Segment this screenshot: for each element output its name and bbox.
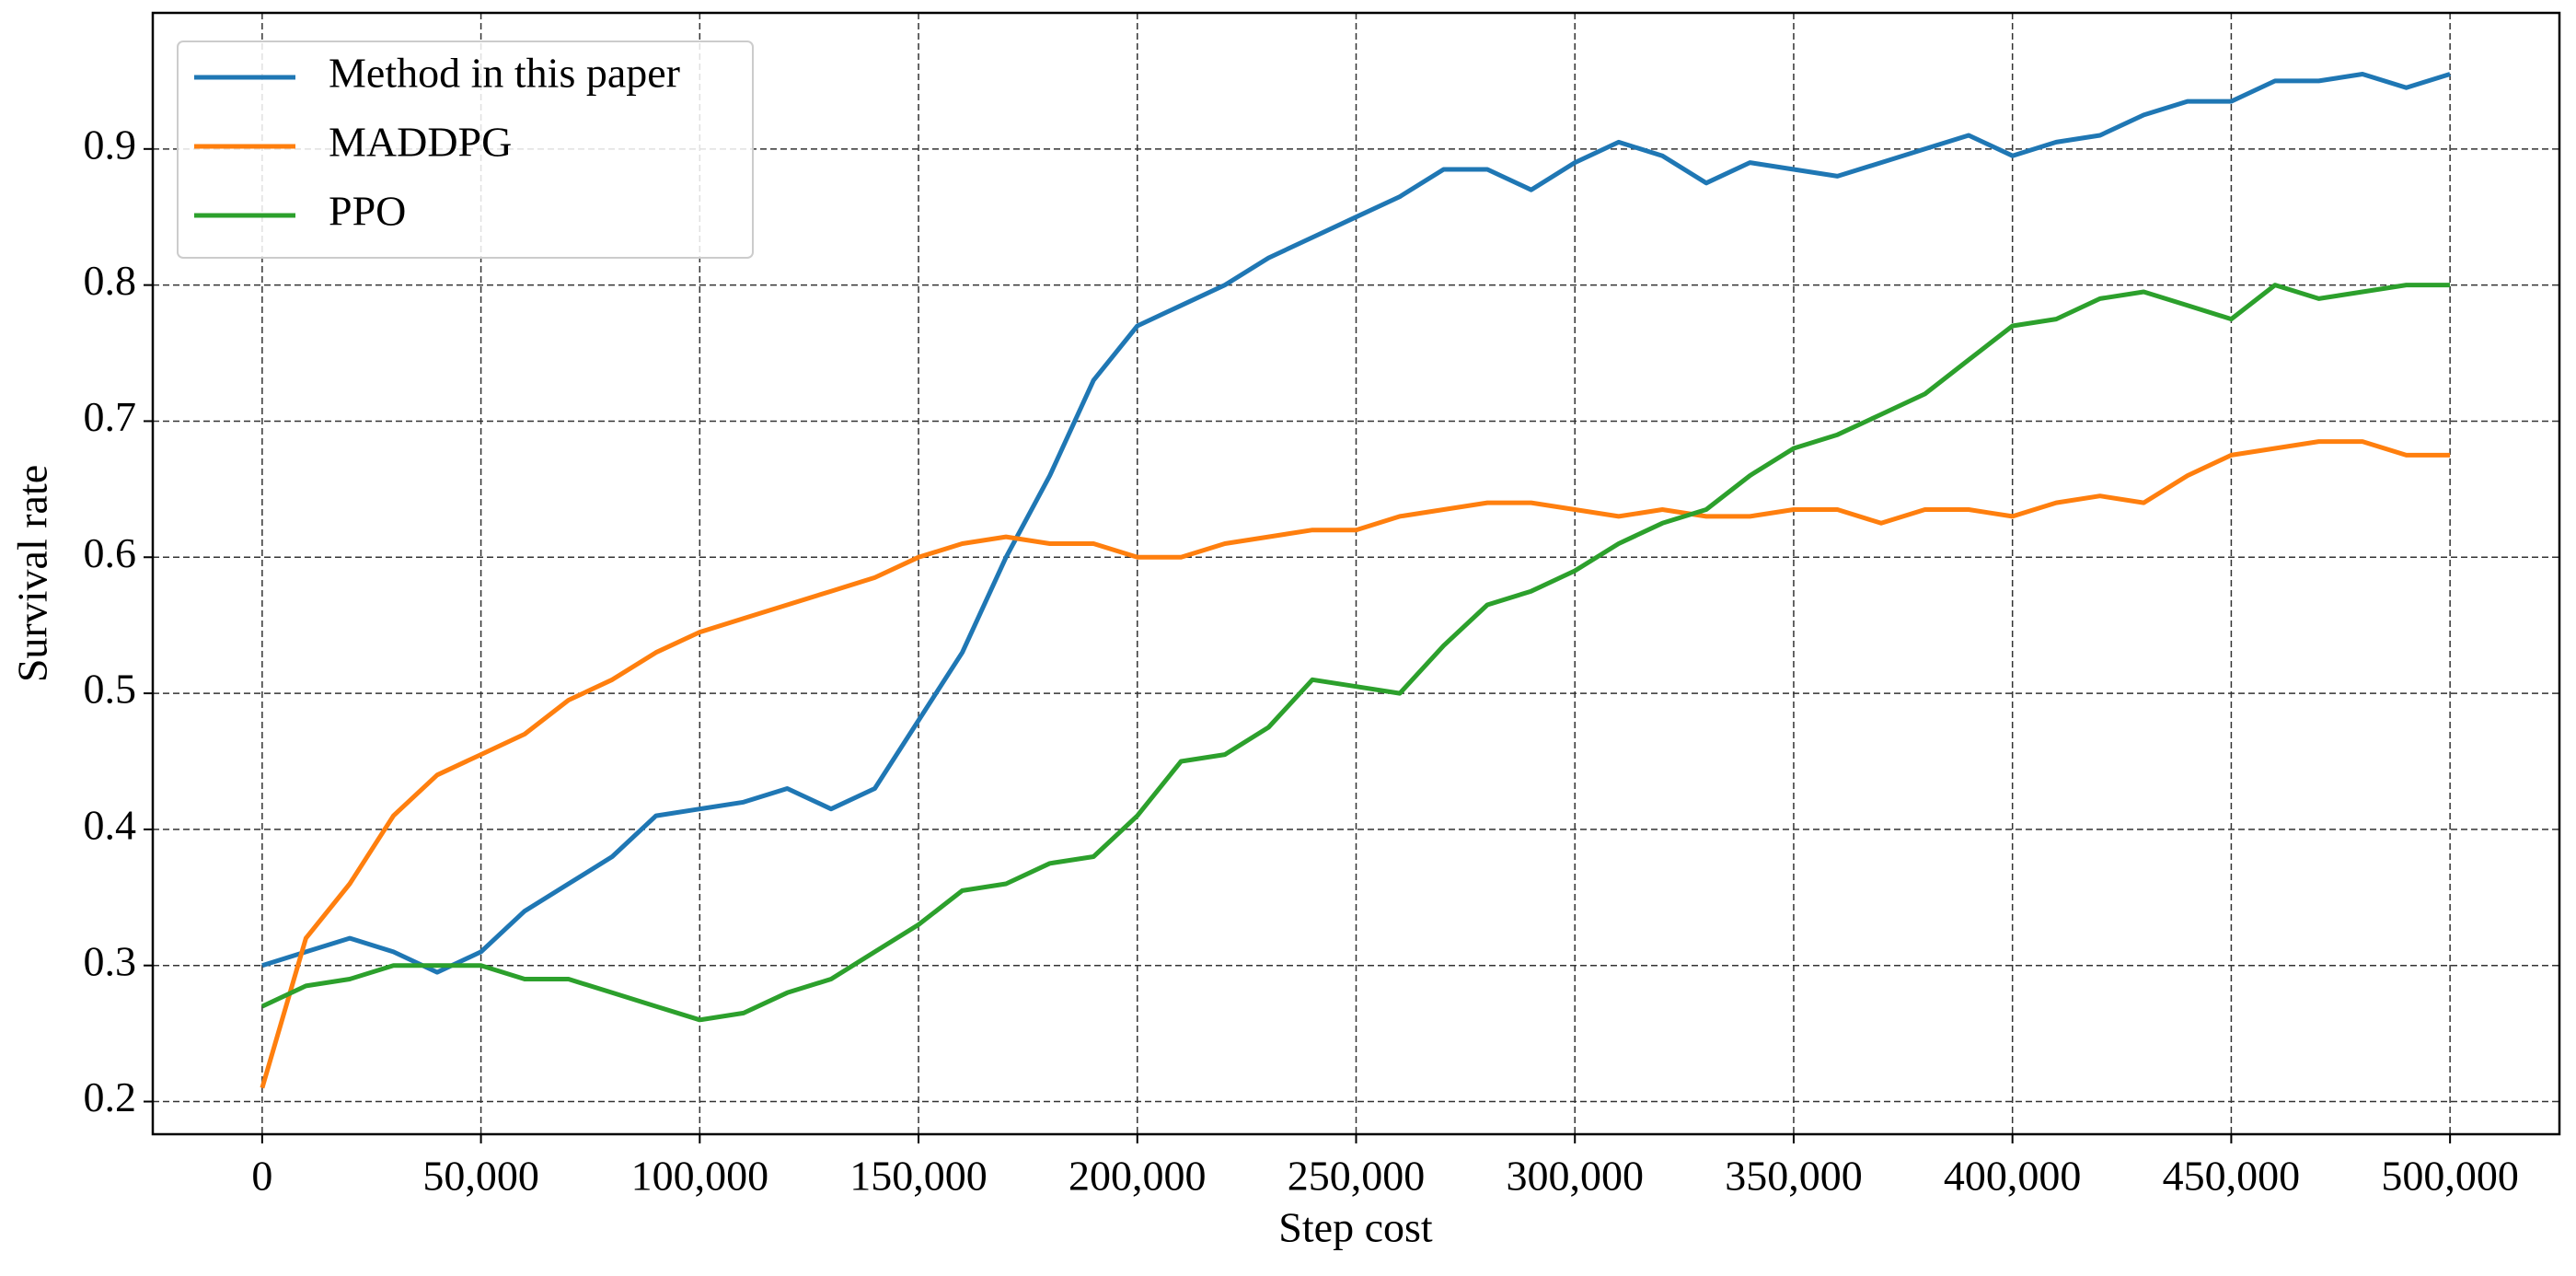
x-tick-label: 500,000 (2381, 1153, 2519, 1200)
y-tick-label: 0.9 (84, 121, 137, 168)
legend-label: Method in this paper (329, 50, 680, 97)
line-series (260, 439, 2451, 1089)
line-series (261, 72, 2451, 975)
x-tick-label: 50,000 (422, 1153, 539, 1200)
x-tick-label: 0 (251, 1153, 272, 1200)
x-tick-label: 100,000 (631, 1153, 769, 1200)
y-tick-label: 0.6 (84, 529, 137, 576)
y-axis-label: Survival rate (9, 465, 56, 682)
x-axis-label: Step cost (1278, 1204, 1433, 1251)
x-tick-label: 400,000 (1944, 1153, 2082, 1200)
y-tick-label: 0.8 (84, 257, 137, 304)
line-series (260, 283, 2451, 1023)
legend-label: MADDPG (329, 119, 512, 166)
x-tick-label: 250,000 (1288, 1153, 1426, 1200)
x-tick-label: 150,000 (849, 1153, 988, 1200)
x-tick-label: 350,000 (1725, 1153, 1863, 1200)
legend: Method in this paper MADDPG PPO (177, 41, 754, 259)
x-tick-label: 200,000 (1069, 1153, 1207, 1200)
y-tick-label: 0.5 (84, 666, 137, 713)
legend-box (177, 41, 754, 259)
x-tick-label: 300,000 (1506, 1153, 1644, 1200)
legend-label: PPO (329, 188, 406, 235)
y-tick-label: 0.7 (84, 393, 137, 440)
x-tick-label: 450,000 (2163, 1153, 2301, 1200)
y-tick-label: 0.3 (84, 937, 137, 984)
y-tick-label: 0.2 (84, 1073, 137, 1120)
plot-frame (151, 11, 2561, 1136)
y-tick-label: 0.4 (84, 801, 137, 848)
